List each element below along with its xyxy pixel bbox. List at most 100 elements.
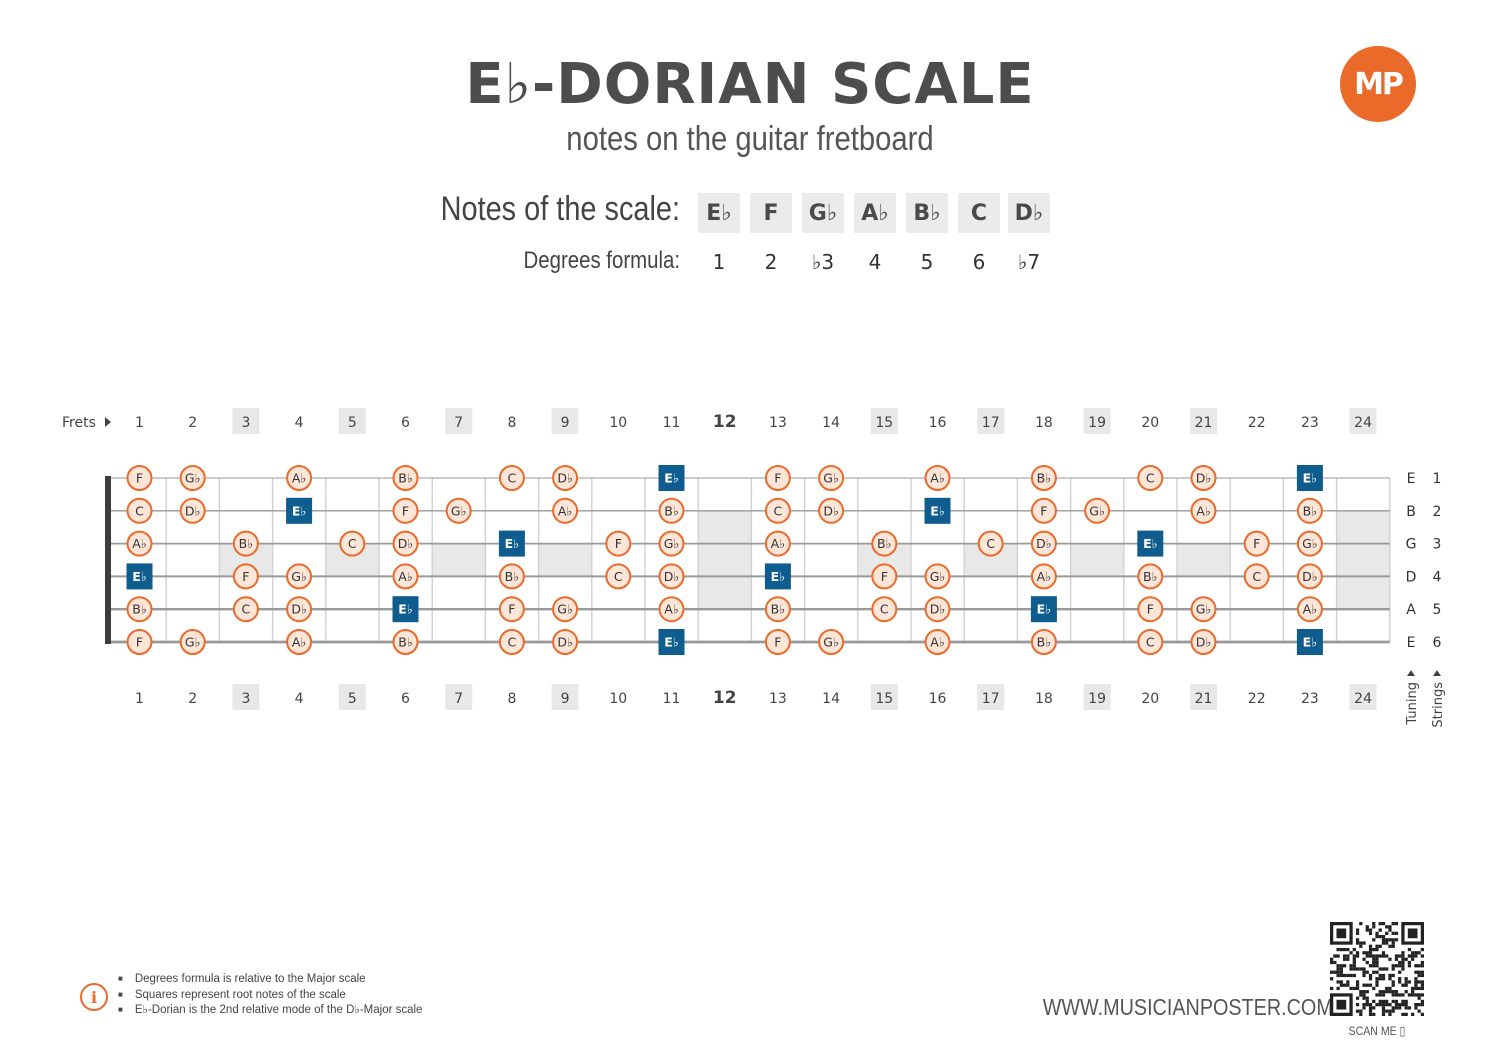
note-label: C [1146, 635, 1155, 650]
fret-number-bottom: 24 [1354, 691, 1372, 707]
note-label: G♭ [1089, 503, 1105, 518]
note-label: E♭ [132, 569, 146, 584]
fret-number-bottom: 15 [875, 691, 893, 707]
note-circle [392, 497, 419, 524]
fret-number-top: 12 [713, 412, 737, 432]
triangle-right-icon [105, 417, 111, 427]
fret-number-bottom: 19 [1088, 691, 1106, 707]
note-circle [818, 497, 845, 524]
note-circle [977, 530, 1004, 557]
note-label: F [774, 635, 781, 650]
note-circle [392, 629, 419, 655]
note-label: C [986, 536, 995, 551]
note-label: D♭ [930, 602, 946, 617]
fret-number-top: 4 [295, 415, 304, 431]
note-label: G♭ [930, 569, 946, 584]
fret-number-top: 2 [188, 415, 197, 431]
website-link[interactable]: WWW.MUSICIANPOSTER.COM [1042, 994, 1333, 1020]
fret-number-bottom: 7 [454, 691, 463, 707]
note-label: D♭ [291, 602, 307, 617]
fret-number-bottom: 12 [713, 688, 737, 708]
note-circle [498, 596, 525, 623]
footer-note: Degrees formula is relative to the Major… [118, 972, 422, 988]
note-circle [1190, 497, 1217, 524]
note-label: D♭ [398, 536, 414, 551]
info-icon: i [80, 983, 108, 1011]
note-circle [1030, 629, 1057, 655]
note-circle [126, 465, 153, 491]
note-label: C [242, 602, 251, 617]
note-label: F [136, 471, 143, 486]
note-circle [498, 629, 525, 655]
note-circle [126, 530, 153, 557]
note-label: E♭ [505, 536, 519, 551]
string-number: 5 [1433, 602, 1442, 618]
fret-number-top: 18 [1035, 415, 1053, 431]
note-label: B♭ [1143, 569, 1157, 584]
note-circle [552, 629, 579, 655]
root-note-square [1137, 530, 1164, 557]
note-circle [445, 497, 472, 524]
note-circle [871, 530, 898, 557]
note-circle [924, 596, 951, 623]
note-label: C [1146, 471, 1155, 486]
note-circle [658, 530, 685, 557]
footer-note: Squares represent root notes of the scal… [118, 988, 422, 1004]
note-circle [392, 465, 419, 491]
fret-number-top: 15 [875, 415, 893, 431]
note-label: G♭ [451, 503, 467, 518]
fret-inlay [698, 510, 752, 610]
note-label: D♭ [557, 635, 573, 650]
note-circle [232, 563, 259, 590]
note-label: F [1147, 602, 1154, 617]
note-label: C [135, 503, 144, 518]
note-circle [818, 629, 845, 655]
note-label: B♭ [398, 471, 412, 486]
note-circle [818, 465, 845, 491]
note-circle [605, 530, 632, 557]
note-circle [1243, 530, 1270, 557]
note-label: C [348, 536, 357, 551]
note-label: B♭ [1037, 635, 1051, 650]
note-label: B♭ [398, 635, 412, 650]
string-tuning: E [1407, 471, 1416, 487]
fret-inlay [538, 543, 592, 577]
note-circle [764, 497, 791, 524]
string-number: 3 [1433, 537, 1442, 553]
note-circle [1296, 530, 1323, 557]
note-label: D♭ [1036, 536, 1052, 551]
fret-number-top: 3 [241, 415, 250, 431]
note-label: E♭ [664, 471, 678, 486]
fret-marker-box [232, 408, 260, 434]
note-label: B♭ [664, 503, 678, 518]
note-circle [764, 530, 791, 557]
note-circle [126, 596, 153, 623]
note-circle [126, 629, 153, 655]
note-label: C [508, 635, 517, 650]
note-circle [1190, 465, 1217, 491]
fret-number-top: 21 [1195, 415, 1213, 431]
note-label: A♭ [558, 503, 572, 518]
note-circle [1030, 497, 1057, 524]
fret-number-top: 16 [929, 415, 947, 431]
note-label: A♭ [1196, 503, 1210, 518]
note-circle [286, 563, 313, 590]
brand-logo[interactable]: MP [1340, 46, 1416, 122]
note-circle [552, 596, 579, 623]
tuning-label: Tuning [1405, 682, 1420, 726]
note-label: F [242, 569, 249, 584]
note-label: C [508, 471, 517, 486]
note-circle [764, 629, 791, 655]
fret-marker-box [1083, 684, 1111, 710]
fret-number-bottom: 17 [982, 691, 1000, 707]
note-circle [1030, 530, 1057, 557]
fret-number-top: 10 [609, 415, 627, 431]
note-circle [286, 629, 313, 655]
note-circle [392, 530, 419, 557]
qr-code-icon[interactable] [1330, 922, 1424, 1016]
fret-inlay [1177, 543, 1231, 577]
note-label: G♭ [185, 471, 201, 486]
note-label: G♭ [557, 602, 573, 617]
fret-number-top: 11 [663, 415, 681, 431]
note-label: A♭ [398, 569, 412, 584]
